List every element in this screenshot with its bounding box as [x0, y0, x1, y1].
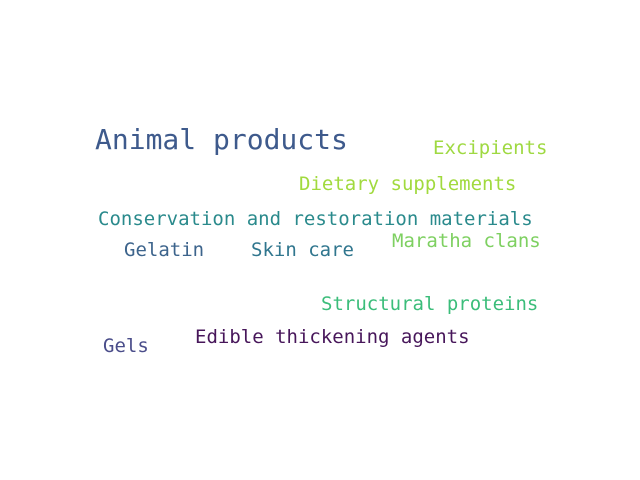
- word-animal-products: Animal products: [95, 123, 348, 156]
- word-maratha-clans: Maratha clans: [392, 230, 541, 252]
- word-gels: Gels: [103, 335, 149, 357]
- word-gelatin: Gelatin: [124, 239, 205, 261]
- word-dietary-supplements: Dietary supplements: [299, 173, 517, 195]
- word-structural-proteins: Structural proteins: [321, 293, 539, 315]
- word-excipients: Excipients: [433, 137, 548, 159]
- word-conservation-materials: Conservation and restoration materials: [98, 208, 533, 230]
- word-edible-thickening-agents: Edible thickening agents: [195, 326, 470, 348]
- word-skin-care: Skin care: [251, 239, 354, 261]
